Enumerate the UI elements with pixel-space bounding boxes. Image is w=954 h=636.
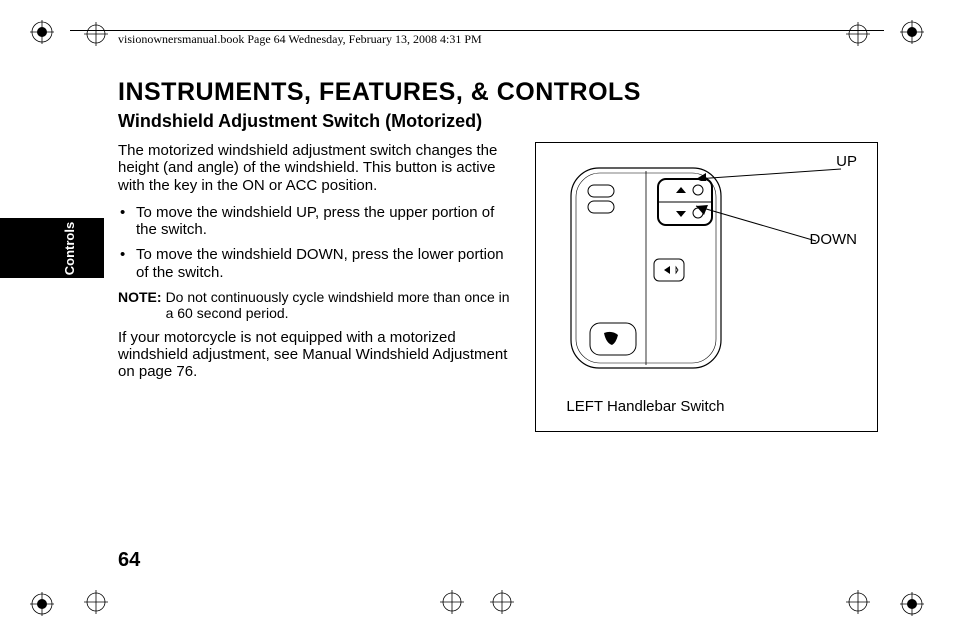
body-columns: The motorized windshield adjustment swit…	[118, 142, 878, 432]
note-block: NOTE: Do not continuously cycle windshie…	[118, 289, 515, 321]
registration-mark	[900, 592, 924, 616]
note-label: NOTE:	[118, 289, 162, 321]
crop-mark	[84, 590, 108, 614]
outro-paragraph: If your motorcycle is not equipped with …	[118, 329, 515, 381]
page-title: INSTRUMENTS, FEATURES, & CONTROLS	[118, 78, 878, 107]
header-divider	[70, 30, 884, 31]
bullet-list: To move the windshield UP, press the upp…	[118, 204, 515, 281]
registration-mark	[30, 20, 54, 44]
page-number: 64	[118, 549, 140, 572]
page-content: INSTRUMENTS, FEATURES, & CONTROLS Windsh…	[118, 78, 878, 432]
note-text: Do not continuously cycle windshield mor…	[166, 289, 516, 321]
header-text: visionownersmanual.book Page 64 Wednesda…	[118, 32, 482, 47]
crop-mark	[846, 590, 870, 614]
callout-arrow-up	[686, 161, 846, 181]
section-tab-controls: Controls	[0, 218, 104, 278]
crop-mark	[440, 590, 464, 614]
handlebar-switch-diagram	[566, 163, 736, 373]
page-subtitle: Windshield Adjustment Switch (Motorized)	[118, 111, 878, 132]
registration-mark	[30, 592, 54, 616]
crop-mark	[846, 22, 870, 46]
text-column: The motorized windshield adjustment swit…	[118, 142, 515, 432]
callout-arrow-down	[686, 201, 826, 246]
list-item: To move the windshield UP, press the upp…	[118, 204, 515, 239]
crop-mark	[84, 22, 108, 46]
section-tab-label: Controls	[62, 221, 77, 274]
list-item: To move the windshield DOWN, press the l…	[118, 246, 515, 281]
registration-mark	[900, 20, 924, 44]
crop-mark	[490, 590, 514, 614]
figure-caption: LEFT Handlebar Switch	[566, 398, 724, 415]
figure-panel: UP DOWN	[535, 142, 878, 432]
intro-paragraph: The motorized windshield adjustment swit…	[118, 142, 515, 194]
